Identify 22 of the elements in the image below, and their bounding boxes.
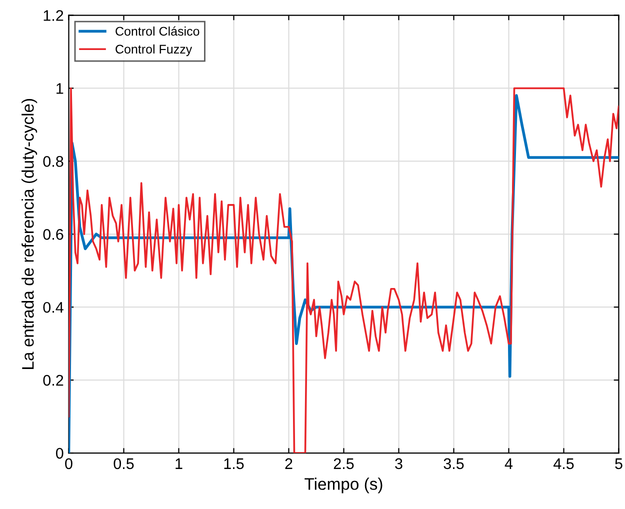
legend-label: Control Clásico — [116, 26, 200, 36]
x-tick-label: 2 — [285, 458, 292, 469]
legend-label: Control Fuzzy — [116, 44, 192, 56]
x-tick-label: 3.5 — [444, 458, 464, 470]
y-tick-label: 0.6 — [43, 229, 64, 240]
x-tick-label: 1.5 — [224, 458, 244, 470]
x-tick-label: 1 — [176, 458, 182, 469]
y-tick-label: 1 — [56, 83, 64, 94]
x-tick-label: 4 — [504, 458, 513, 469]
y-tick-label: 0.2 — [43, 374, 64, 386]
y-tick-label: 0 — [56, 448, 64, 459]
x-tick-label: 0.5 — [114, 458, 134, 470]
x-tick-label: 3 — [395, 458, 402, 470]
y-tick-label: 0.4 — [43, 302, 64, 313]
y-axis-title: La entrada de referencia (duty-cycle) — [22, 98, 38, 369]
x-tick-label: 0 — [65, 458, 72, 470]
x-tick-label: 5 — [615, 458, 622, 470]
y-tick-label: 0.8 — [43, 156, 64, 167]
y-tick-label: 1.2 — [44, 10, 64, 21]
x-tick-label: 2.5 — [334, 458, 354, 470]
x-axis-title: Tiempo (s) — [304, 478, 382, 494]
x-tick-label: 4.5 — [553, 458, 574, 470]
